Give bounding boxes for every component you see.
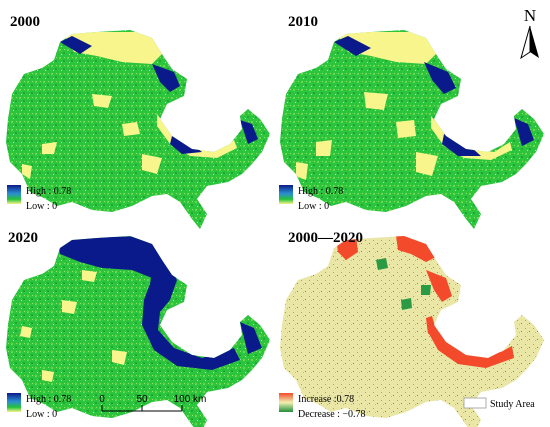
north-arrow: N — [520, 6, 539, 60]
legend-2010: High : 0.78 Low : 0 — [279, 185, 343, 212]
north-label: N — [524, 6, 536, 25]
panel-title-2000: 2000 — [10, 14, 40, 30]
panel-title-change: 2000—2020 — [288, 230, 363, 246]
study-area-label: Study Area — [490, 399, 535, 410]
scale-tick-100: 100 km — [174, 394, 207, 405]
legend-2000: High : 0.78 Low : 0 — [7, 185, 71, 212]
legend-low-2000: Low : 0 — [26, 201, 57, 212]
legend-gradient-2010 — [279, 185, 293, 204]
legend-gradient-change — [279, 393, 293, 412]
study-area-swatch — [463, 397, 487, 409]
legend-low-2010: Low : 0 — [298, 201, 329, 212]
legend-high-2000: High : 0.78 — [26, 186, 71, 197]
legend-high-2020: High : 0.78 — [26, 394, 71, 405]
legend-decrease: Decrease : −0.78 — [298, 409, 366, 420]
legend-gradient-2020 — [7, 393, 21, 412]
legend-increase: Increase :0.78 — [298, 394, 354, 405]
map-panel-2010: 2010 — [280, 14, 544, 229]
scale-bar: 0 50 100 km — [99, 394, 207, 412]
legend-2020: High : 0.78 Low : 0 — [7, 393, 71, 420]
legend-low-2020: Low : 0 — [26, 409, 57, 420]
map-panel-2020: 2020 — [6, 230, 270, 427]
study-area-legend: Study Area — [463, 397, 535, 410]
panel-title-2020: 2020 — [8, 230, 38, 246]
legend-gradient-2000 — [7, 185, 21, 204]
map-panel-2000: 2000 — [6, 14, 270, 229]
panel-title-2010: 2010 — [288, 14, 318, 30]
scale-tick-0: 0 — [99, 394, 105, 405]
scale-tick-50: 50 — [136, 394, 148, 405]
legend-high-2010: High : 0.78 — [298, 186, 343, 197]
legend-change: Increase :0.78 Decrease : −0.78 — [279, 393, 366, 420]
